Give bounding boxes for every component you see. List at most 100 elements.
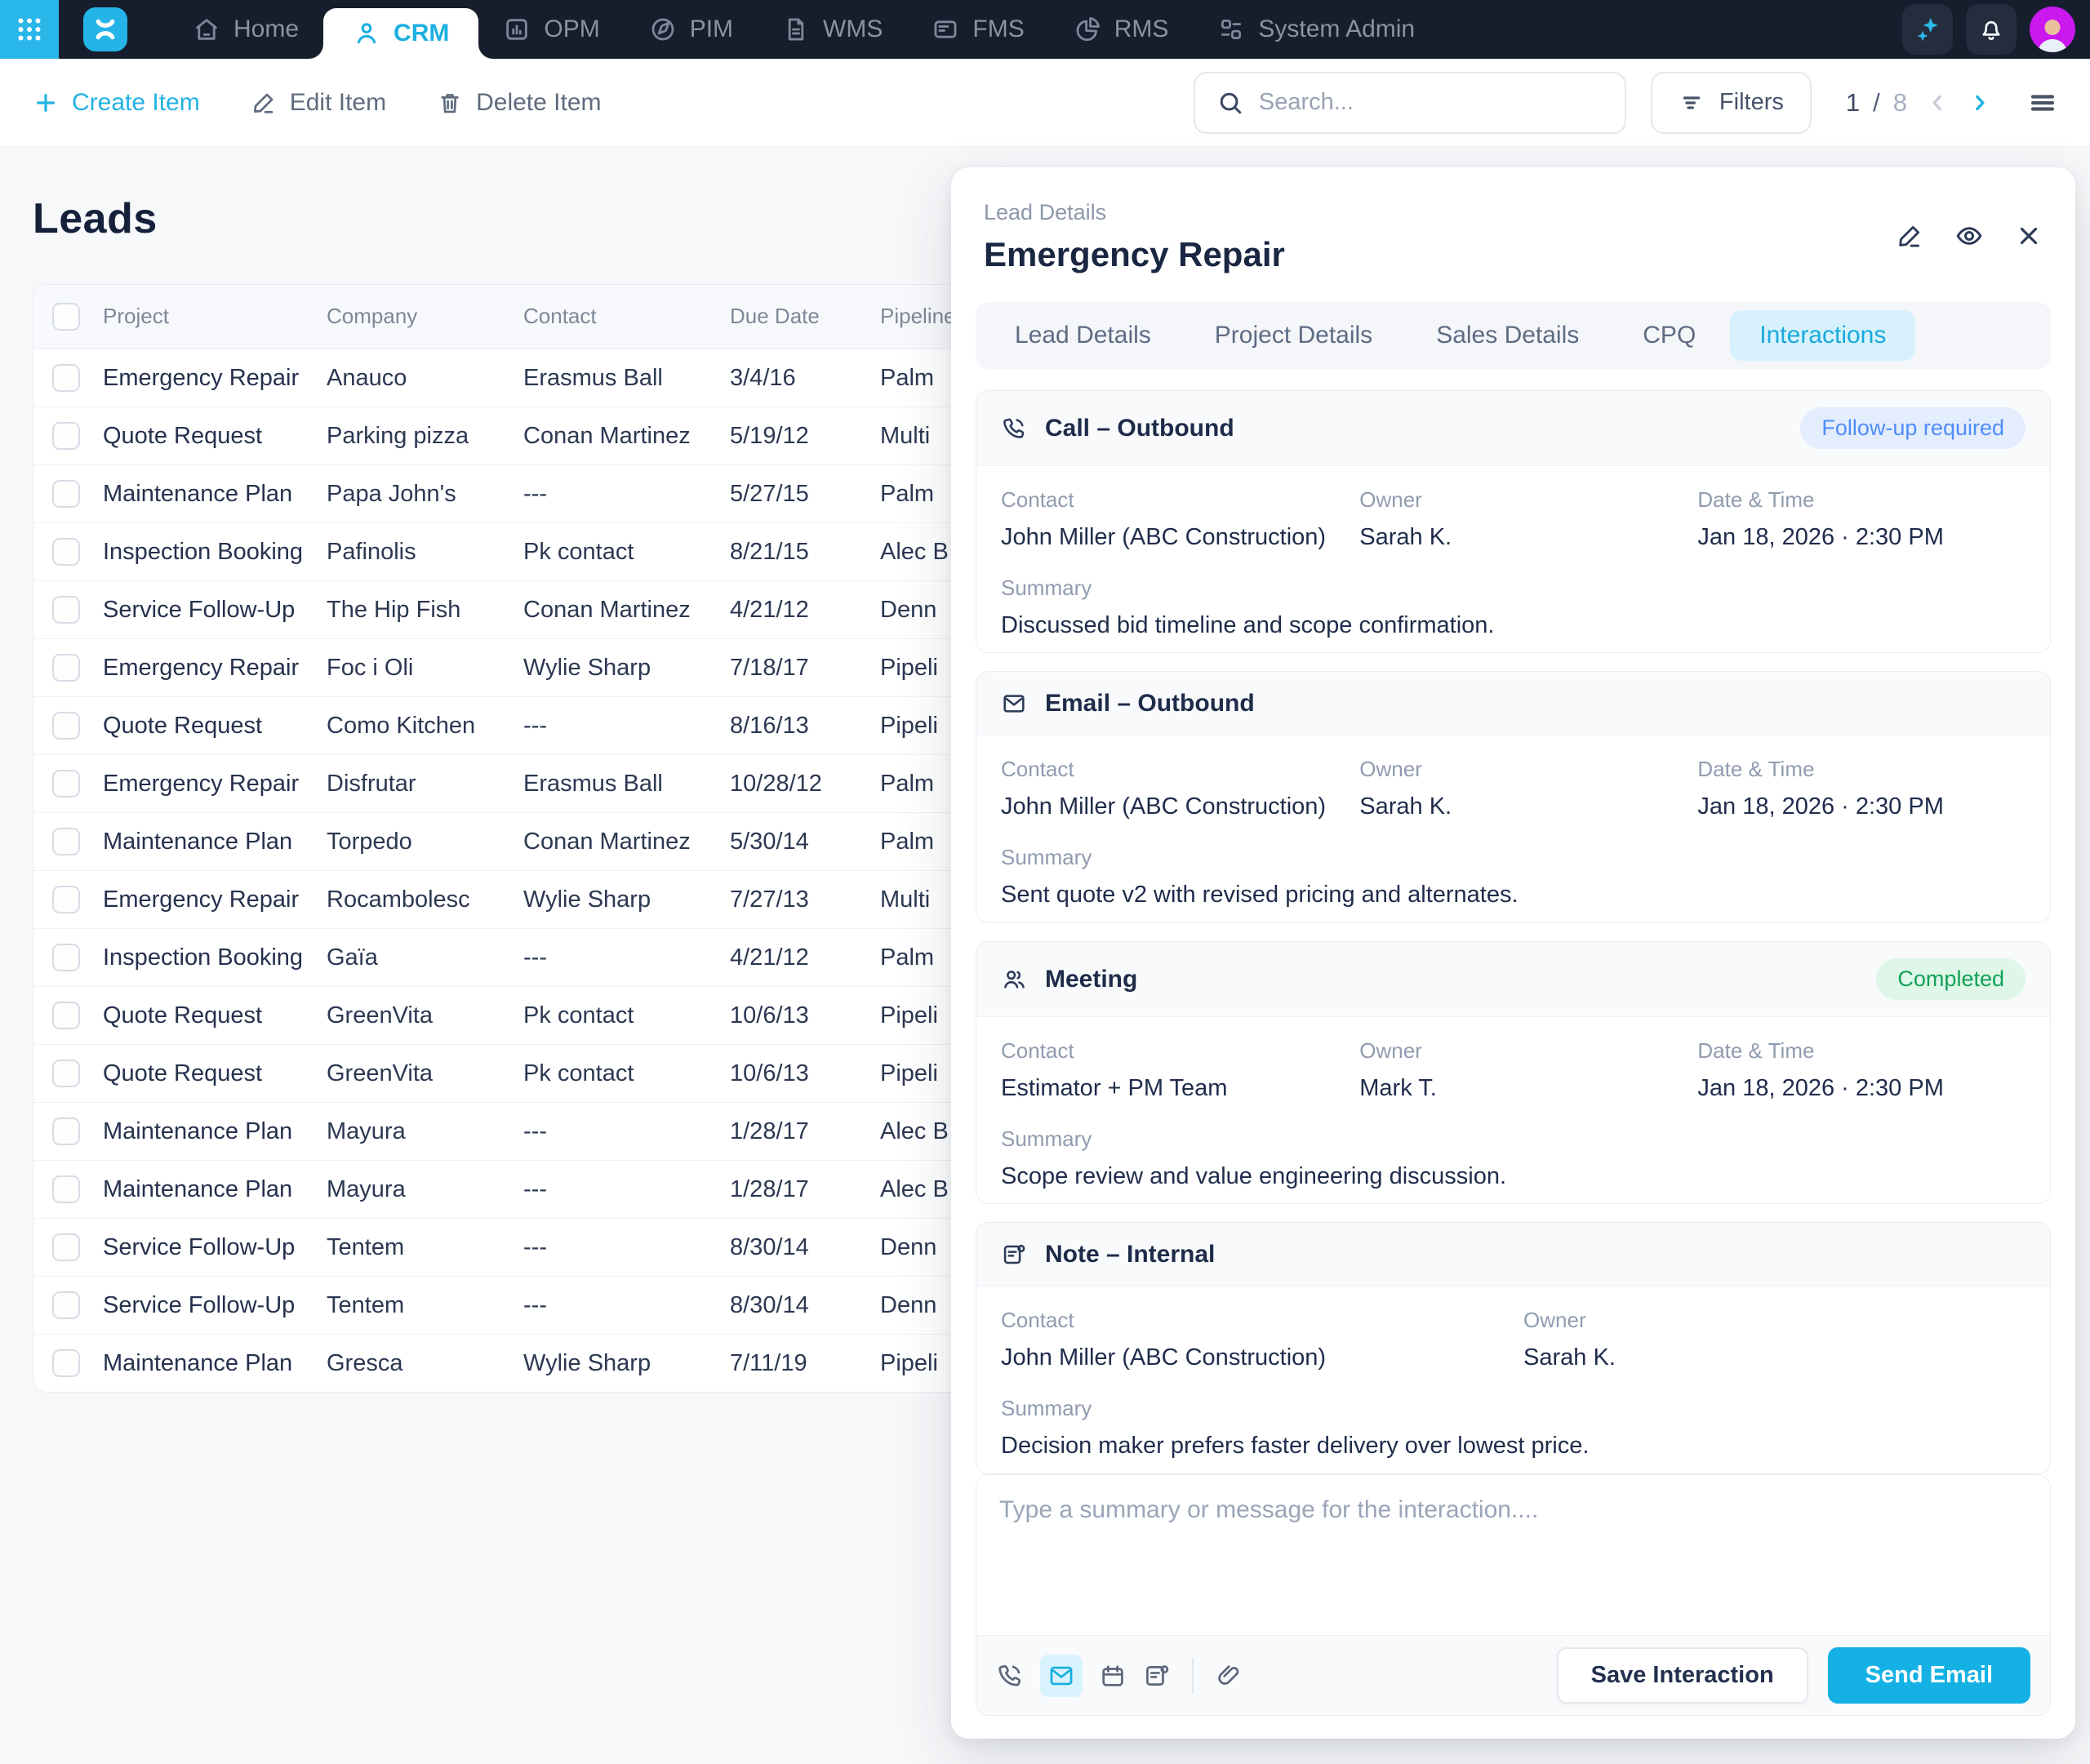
- cell-company: Gaïa: [327, 944, 378, 971]
- interaction-card-note: Note – Internal Contact John Miller (ABC…: [976, 1222, 2051, 1474]
- column-header-contact[interactable]: Contact: [523, 304, 597, 328]
- row-checkbox[interactable]: [52, 944, 80, 971]
- nav-item-opm[interactable]: OPM: [478, 0, 624, 59]
- cell-contact: ---: [523, 712, 547, 739]
- close-panel-icon[interactable]: [2015, 222, 2043, 250]
- row-checkbox[interactable]: [52, 596, 80, 624]
- interaction-title: Note – Internal: [1045, 1240, 1216, 1268]
- cell-project: Emergency Repair: [103, 886, 300, 913]
- datetime-value: Jan 18, 2026 · 2:30 PM: [1697, 1075, 1944, 1101]
- row-checkbox[interactable]: [52, 1117, 80, 1145]
- edit-item-button[interactable]: Edit Item: [251, 89, 386, 117]
- interaction-title: Call – Outbound: [1045, 414, 1234, 442]
- composer-calendar-icon[interactable]: [1099, 1662, 1127, 1690]
- delete-item-button[interactable]: Delete Item: [437, 89, 602, 117]
- tab-project-details[interactable]: Project Details: [1214, 322, 1373, 349]
- column-header-pipeline[interactable]: Pipeline: [880, 304, 956, 328]
- cell-project: Emergency Repair: [103, 364, 300, 391]
- nav-item-system-admin[interactable]: System Admin: [1193, 0, 1439, 59]
- row-checkbox[interactable]: [52, 480, 80, 508]
- row-checkbox[interactable]: [52, 770, 80, 798]
- composer-textarea[interactable]: Type a summary or message for the intera…: [999, 1496, 1539, 1523]
- nav-item-crm-active[interactable]: CRM: [309, 8, 494, 59]
- row-checkbox[interactable]: [52, 1175, 80, 1203]
- composer-email-icon[interactable]: [1040, 1654, 1083, 1697]
- summary-label: Summary: [1001, 1126, 1092, 1151]
- row-checkbox[interactable]: [52, 364, 80, 392]
- save-interaction-button[interactable]: Save Interaction: [1556, 1647, 1808, 1704]
- nav-item-pim[interactable]: PIM: [625, 0, 758, 59]
- ai-assistant-button[interactable]: [1902, 4, 1953, 55]
- contact-value: John Miller (ABC Construction): [1001, 793, 1327, 820]
- cell-contact: ---: [523, 1175, 547, 1202]
- composer-attachment-icon[interactable]: [1215, 1662, 1243, 1690]
- envelope-icon: [1001, 691, 1027, 717]
- owner-label: Owner: [1523, 1308, 1586, 1333]
- contact-value: John Miller (ABC Construction): [1001, 1344, 1327, 1371]
- user-avatar[interactable]: [2030, 7, 2075, 52]
- search-box: [1193, 71, 1626, 134]
- row-checkbox[interactable]: [52, 1349, 80, 1377]
- tab-lead-details[interactable]: Lead Details: [1015, 322, 1151, 349]
- cell-pipeline: Alec B: [880, 1117, 949, 1144]
- cell-due-date: 1/28/17: [730, 1117, 809, 1144]
- nav-item-wms[interactable]: WMS: [758, 0, 907, 59]
- tab-cpq[interactable]: CPQ: [1643, 322, 1696, 349]
- column-header-due-date[interactable]: Due Date: [730, 304, 820, 328]
- edit-lead-icon[interactable]: [1896, 222, 1923, 250]
- nav-item-fms[interactable]: FMS: [907, 0, 1048, 59]
- top-navigation: Home CRM OPM PIM: [168, 0, 1439, 59]
- column-header-project[interactable]: Project: [103, 304, 169, 328]
- notifications-button[interactable]: [1966, 4, 2017, 55]
- filters-button[interactable]: Filters: [1650, 71, 1812, 134]
- composer-note-icon[interactable]: [1143, 1662, 1171, 1690]
- cell-pipeline: Denn: [880, 596, 937, 623]
- nav-item-rms[interactable]: RMS: [1049, 0, 1194, 59]
- row-checkbox[interactable]: [52, 654, 80, 682]
- cell-contact: Erasmus Ball: [523, 770, 663, 797]
- note-icon: [1001, 1242, 1027, 1268]
- cell-due-date: 7/11/19: [730, 1349, 807, 1376]
- status-badge-completed: Completed: [1876, 958, 2026, 1000]
- search-input[interactable]: [1258, 89, 1603, 116]
- send-email-button[interactable]: Send Email: [1827, 1647, 2030, 1704]
- row-checkbox[interactable]: [52, 1233, 80, 1261]
- row-checkbox[interactable]: [52, 1060, 80, 1087]
- page-total: 8: [1892, 87, 1907, 117]
- interaction-card-meeting: Meeting Completed Contact Estimator + PM…: [976, 941, 2051, 1205]
- create-item-button[interactable]: Create Item: [33, 89, 200, 117]
- row-checkbox[interactable]: [52, 1291, 80, 1319]
- cell-pipeline: Denn: [880, 1291, 937, 1318]
- tab-sales-details[interactable]: Sales Details: [1436, 322, 1580, 349]
- app-grid-launcher-button[interactable]: [0, 0, 59, 59]
- row-checkbox[interactable]: [52, 1002, 80, 1029]
- row-checkbox[interactable]: [52, 886, 80, 913]
- menu-icon[interactable]: [2028, 88, 2057, 118]
- row-checkbox[interactable]: [52, 712, 80, 740]
- chevron-left-icon[interactable]: [1925, 91, 1950, 115]
- view-lead-icon[interactable]: [1954, 221, 1984, 251]
- page-separator: /: [1873, 87, 1880, 117]
- filter-icon: [1679, 90, 1705, 116]
- composer-toolbar: Save Interaction Send Email: [976, 1635, 2050, 1715]
- composer-call-icon[interactable]: [996, 1662, 1024, 1690]
- cell-company: Pafinolis: [327, 538, 416, 565]
- row-checkbox[interactable]: [52, 828, 80, 855]
- select-all-checkbox[interactable]: [52, 302, 80, 331]
- tab-interactions[interactable]: Interactions: [1730, 310, 1916, 361]
- summary-label: Summary: [1001, 1396, 1092, 1421]
- column-header-company[interactable]: Company: [327, 304, 418, 328]
- cell-contact: Wylie Sharp: [523, 886, 651, 913]
- cell-contact: Erasmus Ball: [523, 364, 663, 391]
- cell-pipeline: Pipeli: [880, 1349, 938, 1376]
- row-checkbox[interactable]: [52, 538, 80, 566]
- brand-logo[interactable]: [83, 7, 127, 51]
- owner-value: Mark T.: [1359, 1075, 1437, 1101]
- nav-label-crm: CRM: [394, 20, 450, 47]
- nav-item-home[interactable]: Home: [168, 0, 323, 59]
- row-checkbox[interactable]: [52, 422, 80, 450]
- cell-due-date: 7/18/17: [730, 654, 809, 681]
- cell-project: Quote Request: [103, 712, 263, 739]
- cell-contact: ---: [523, 1117, 547, 1144]
- chevron-right-icon[interactable]: [1968, 91, 1992, 115]
